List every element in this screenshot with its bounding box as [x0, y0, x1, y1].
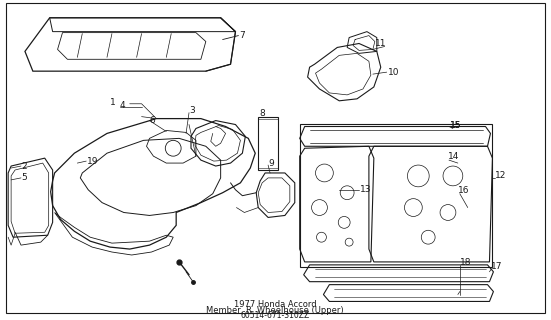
Text: 2: 2 [21, 162, 26, 171]
Text: 6: 6 [149, 116, 155, 125]
Text: Member, R. Wheelhouse (Upper): Member, R. Wheelhouse (Upper) [206, 306, 344, 315]
Text: 19: 19 [87, 156, 99, 166]
Text: 5: 5 [21, 173, 27, 182]
Text: 17: 17 [491, 262, 503, 271]
Text: 1977 Honda Accord: 1977 Honda Accord [234, 300, 316, 309]
Text: 8: 8 [259, 109, 265, 118]
Text: 12: 12 [495, 172, 507, 180]
Text: 14: 14 [448, 152, 460, 161]
Text: 7: 7 [240, 31, 245, 40]
Text: 11: 11 [375, 39, 386, 48]
Bar [300, 124, 493, 267]
Text: 10: 10 [388, 68, 399, 77]
Text: 4: 4 [120, 101, 126, 110]
Text: 18: 18 [460, 258, 471, 268]
Text: 15: 15 [450, 121, 461, 130]
Text: 9: 9 [268, 159, 274, 168]
Text: 3: 3 [189, 106, 195, 115]
Text: 60514-671-310ZZ: 60514-671-310ZZ [240, 311, 310, 320]
Text: 15: 15 [450, 121, 461, 130]
Text: 1: 1 [110, 98, 116, 107]
Text: 16: 16 [458, 186, 469, 195]
Text: 13: 13 [360, 185, 371, 194]
